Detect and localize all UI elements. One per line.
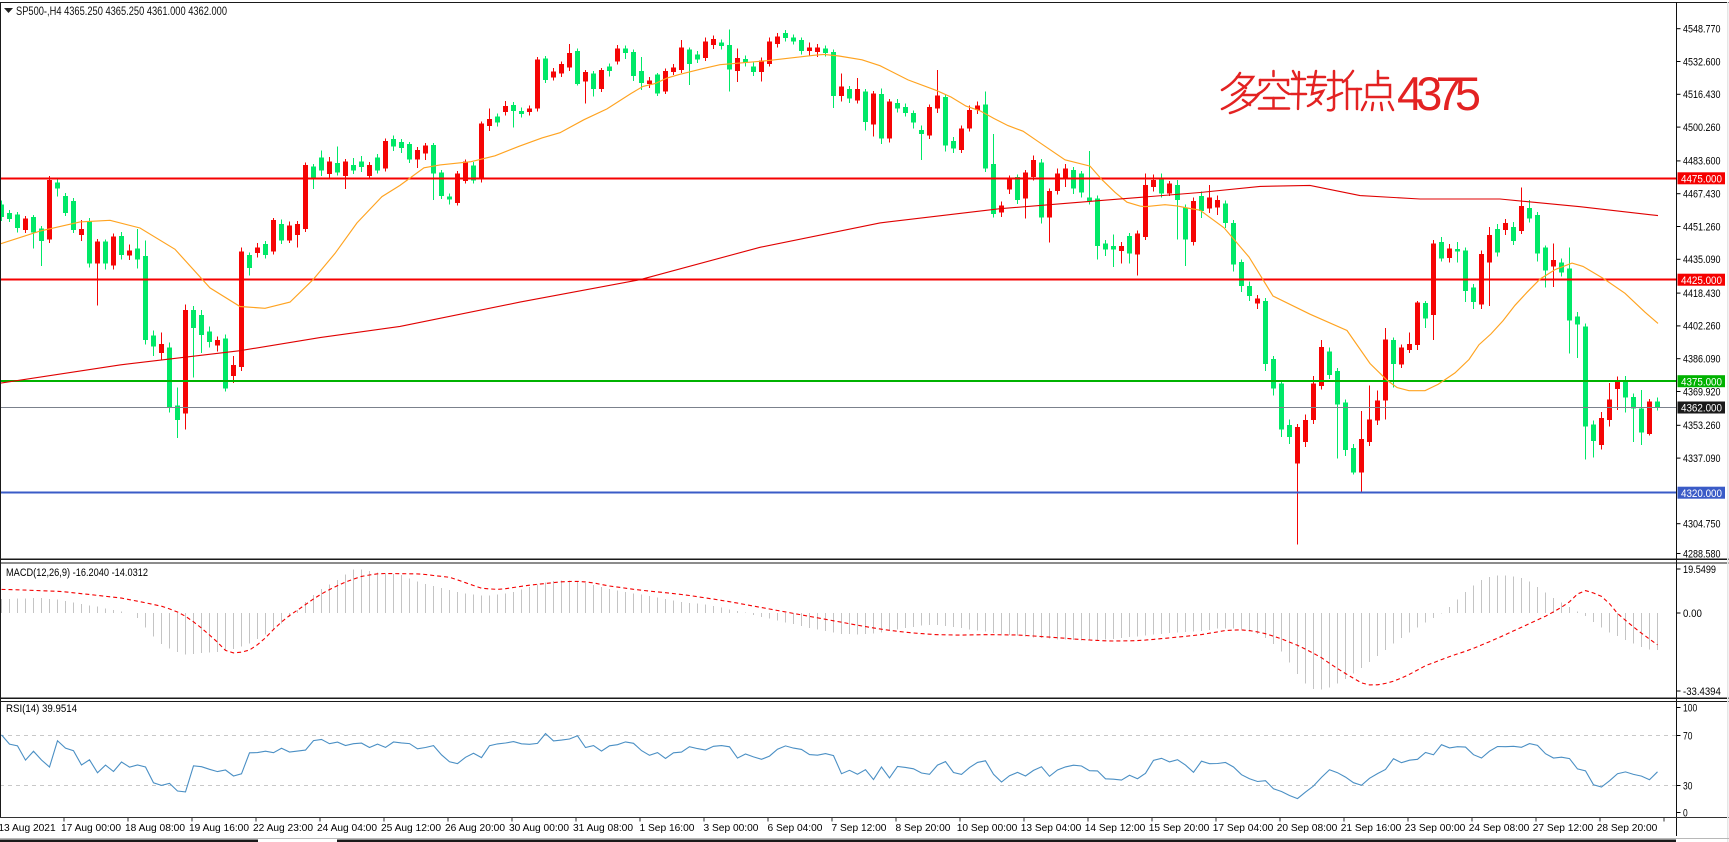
svg-text:24 Aug 04:00: 24 Aug 04:00 (317, 823, 377, 834)
svg-text:4375.000: 4375.000 (1681, 376, 1722, 388)
svg-text:4451.260: 4451.260 (1683, 221, 1721, 233)
svg-text:4353.260: 4353.260 (1683, 420, 1721, 432)
svg-text:4435.090: 4435.090 (1683, 254, 1721, 266)
svg-text:100: 100 (1683, 702, 1697, 714)
svg-text:25 Aug 12:00: 25 Aug 12:00 (381, 823, 441, 834)
svg-text:18 Aug 08:00: 18 Aug 08:00 (125, 823, 185, 834)
svg-text:4320.000: 4320.000 (1681, 488, 1722, 500)
svg-text:19 Aug 16:00: 19 Aug 16:00 (189, 823, 249, 834)
svg-text:0.00: 0.00 (1683, 608, 1702, 620)
svg-text:4386.090: 4386.090 (1683, 354, 1721, 366)
svg-text:13 Sep 04:00: 13 Sep 04:00 (1021, 823, 1082, 834)
svg-text:22 Aug 23:00: 22 Aug 23:00 (253, 823, 313, 834)
svg-text:4425.000: 4425.000 (1681, 275, 1722, 287)
svg-text:4402.260: 4402.260 (1683, 321, 1721, 333)
svg-text:15 Sep 20:00: 15 Sep 20:00 (1149, 823, 1210, 834)
svg-text:4500.260: 4500.260 (1683, 122, 1721, 134)
svg-text:70: 70 (1683, 730, 1692, 742)
svg-text:4362.000: 4362.000 (1681, 403, 1722, 415)
svg-text:23 Sep 00:00: 23 Sep 00:00 (1405, 823, 1466, 834)
svg-text:26 Aug 20:00: 26 Aug 20:00 (445, 823, 505, 834)
svg-text:13 Aug 2021: 13 Aug 2021 (0, 823, 56, 834)
svg-text:4288.580: 4288.580 (1683, 548, 1721, 560)
svg-text:10 Sep 00:00: 10 Sep 00:00 (957, 823, 1018, 834)
svg-text:1 Sep 16:00: 1 Sep 16:00 (640, 823, 695, 834)
svg-text:8 Sep 20:00: 8 Sep 20:00 (896, 823, 951, 834)
svg-text:4369.920: 4369.920 (1683, 386, 1721, 398)
svg-text:6 Sep 04:00: 6 Sep 04:00 (768, 823, 823, 834)
svg-text:4475.000: 4475.000 (1681, 174, 1722, 186)
svg-text:4516.430: 4516.430 (1683, 89, 1721, 101)
svg-text:0: 0 (1683, 807, 1688, 819)
svg-text:4375: 4375 (1397, 67, 1481, 120)
svg-text:-33.4394: -33.4394 (1683, 686, 1721, 698)
svg-text:17 Aug 00:00: 17 Aug 00:00 (61, 823, 121, 834)
svg-text:17 Sep 04:00: 17 Sep 04:00 (1213, 823, 1274, 834)
svg-text:24 Sep 08:00: 24 Sep 08:00 (1469, 823, 1530, 834)
svg-text:4418.430: 4418.430 (1683, 288, 1721, 300)
svg-text:4304.750: 4304.750 (1683, 519, 1721, 531)
svg-text:31 Aug 08:00: 31 Aug 08:00 (573, 823, 633, 834)
svg-text:4483.600: 4483.600 (1683, 156, 1721, 168)
svg-text:27 Sep 12:00: 27 Sep 12:00 (1533, 823, 1594, 834)
svg-text:14 Sep 12:00: 14 Sep 12:00 (1085, 823, 1146, 834)
svg-text:21 Sep 16:00: 21 Sep 16:00 (1341, 823, 1402, 834)
svg-text:19.5499: 19.5499 (1683, 564, 1716, 576)
svg-text:20 Sep 08:00: 20 Sep 08:00 (1277, 823, 1338, 834)
svg-text:4532.600: 4532.600 (1683, 56, 1721, 68)
svg-text:3 Sep 00:00: 3 Sep 00:00 (704, 823, 759, 834)
svg-text:30: 30 (1683, 780, 1692, 792)
svg-text:4548.770: 4548.770 (1683, 24, 1721, 36)
svg-text:SP500-,H4 4365.250 4365.250 4: SP500-,H4 4365.250 4365.250 4361.000 436… (16, 4, 227, 18)
svg-text:MACD(12,26,9) -16.2040 -14.031: MACD(12,26,9) -16.2040 -14.0312 (6, 567, 148, 579)
svg-text:7 Sep 12:00: 7 Sep 12:00 (832, 823, 887, 834)
svg-text:28 Sep 20:00: 28 Sep 20:00 (1597, 823, 1658, 834)
svg-text:4337.090: 4337.090 (1683, 453, 1721, 465)
svg-text:4467.430: 4467.430 (1683, 189, 1721, 201)
svg-text:30 Aug 00:00: 30 Aug 00:00 (509, 823, 569, 834)
svg-text:RSI(14) 39.9514: RSI(14) 39.9514 (6, 703, 77, 715)
